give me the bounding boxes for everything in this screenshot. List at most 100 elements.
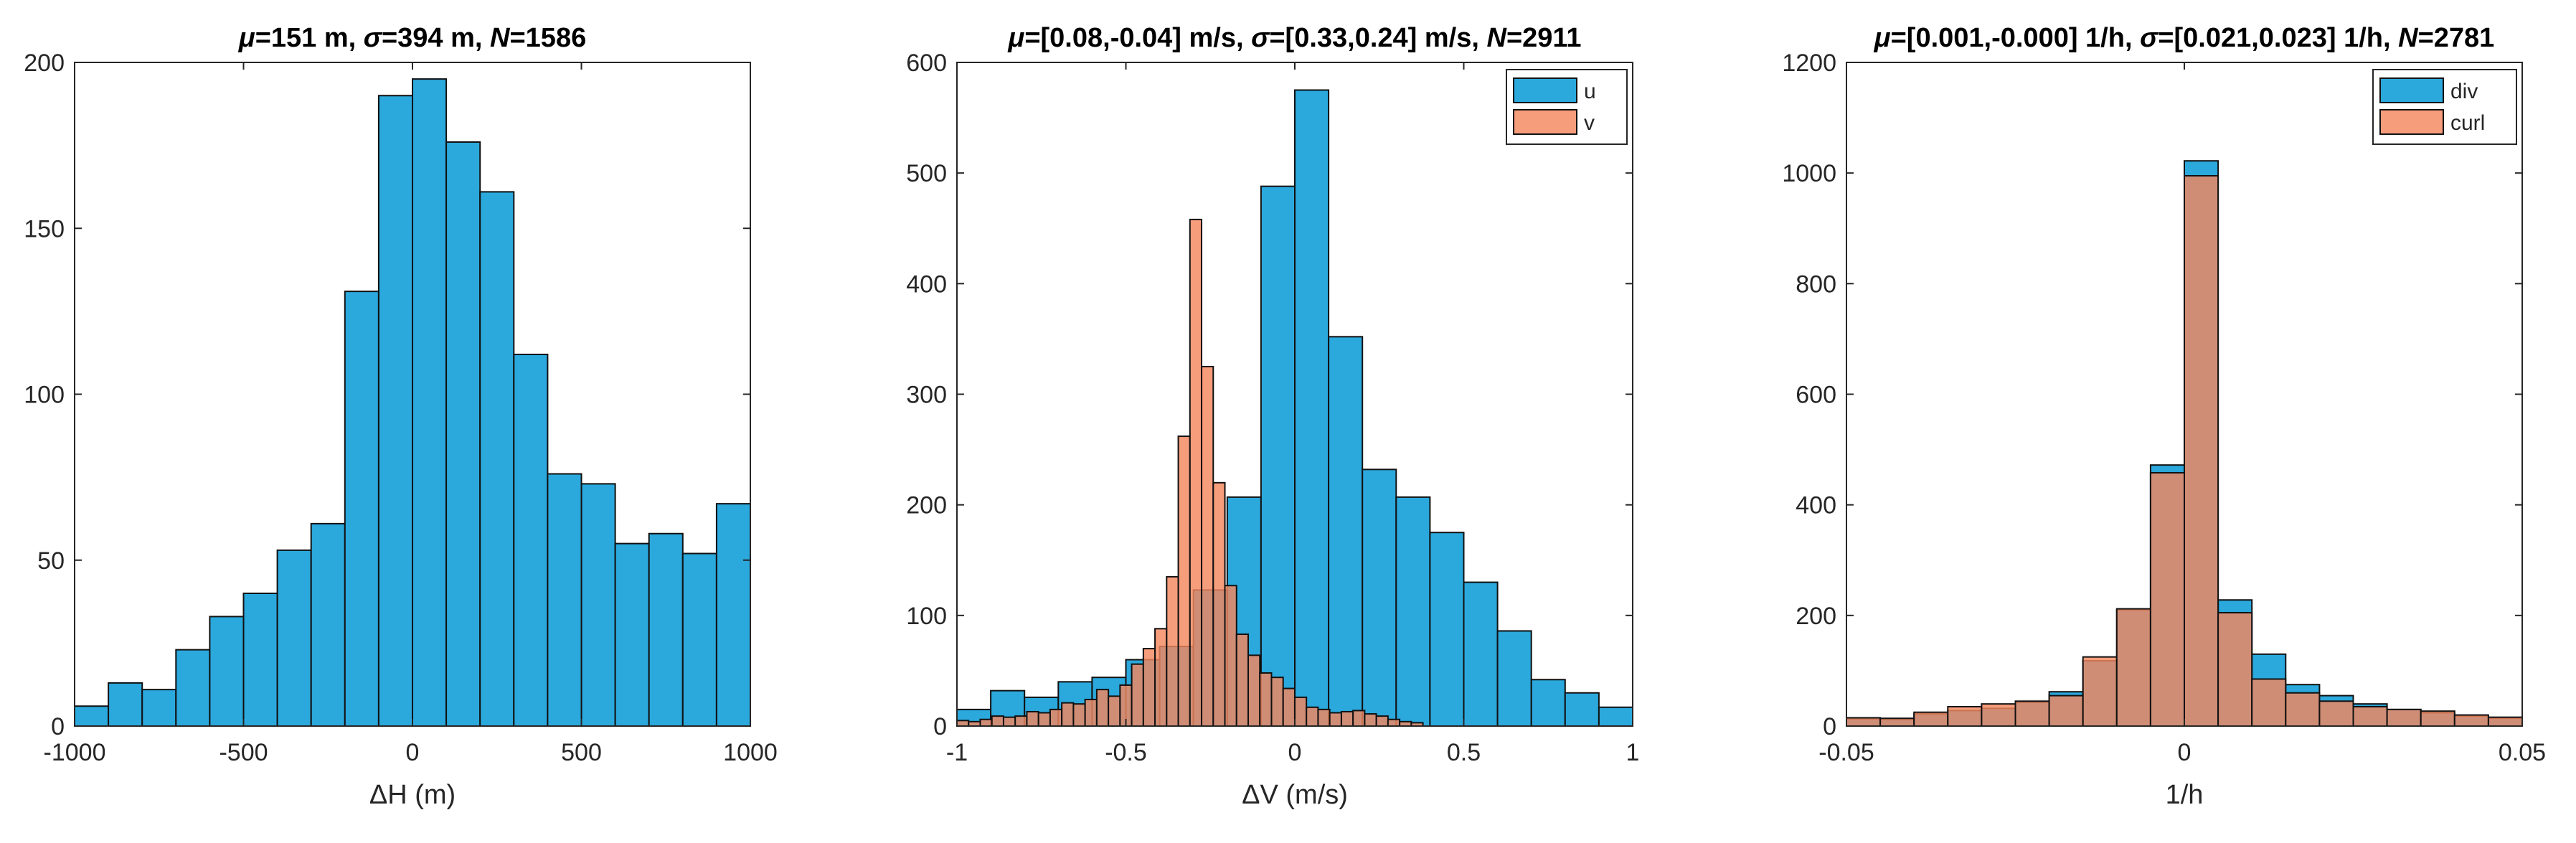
bar-ΔH bbox=[648, 532, 684, 727]
bar-v bbox=[1142, 648, 1156, 727]
bar-v bbox=[1282, 687, 1296, 727]
bar-v bbox=[1166, 575, 1179, 727]
bar-u bbox=[1362, 468, 1397, 727]
bar-curl bbox=[2487, 716, 2523, 727]
y-tick-label: 800 bbox=[1796, 270, 1836, 298]
bar-curl bbox=[2184, 175, 2219, 727]
bar-ΔH bbox=[209, 616, 245, 727]
legend-swatch-curl bbox=[2379, 109, 2444, 135]
y-tick-label: 400 bbox=[906, 270, 947, 298]
bar-ΔH bbox=[242, 593, 278, 727]
bar-u bbox=[1395, 496, 1431, 727]
bar-u bbox=[1328, 336, 1364, 727]
bar-v bbox=[1306, 706, 1319, 727]
bar-v bbox=[1108, 695, 1121, 727]
x-tick-label: 500 bbox=[561, 739, 602, 766]
bar-ΔH bbox=[547, 473, 582, 727]
y-tick-label: 500 bbox=[906, 160, 947, 187]
bar-v bbox=[1235, 634, 1250, 727]
bar-v bbox=[1201, 365, 1214, 727]
bar-ΔH bbox=[108, 682, 143, 727]
x-tick-label: -1 bbox=[946, 739, 968, 766]
y-tick-label: 400 bbox=[1796, 492, 1836, 519]
bar-u bbox=[1496, 630, 1532, 727]
bar-u bbox=[1260, 185, 1296, 727]
bar-v bbox=[1375, 715, 1389, 727]
bar-curl bbox=[2115, 608, 2151, 727]
legend-label-v: v bbox=[1584, 111, 1595, 135]
y-tick-label: 100 bbox=[906, 603, 947, 630]
x-tick-label: 0 bbox=[2178, 739, 2192, 766]
legend: div curl bbox=[2372, 69, 2517, 145]
bar-curl bbox=[2453, 714, 2489, 727]
bar-v bbox=[1224, 585, 1237, 727]
y-tick-label: 600 bbox=[1796, 382, 1836, 409]
y-tick-label: 600 bbox=[906, 50, 947, 77]
bar-curl bbox=[2285, 692, 2321, 727]
bar-curl bbox=[1879, 717, 1915, 727]
bar-v bbox=[1084, 699, 1098, 727]
y-tick-label: 150 bbox=[24, 215, 65, 242]
legend-swatch-v bbox=[1513, 109, 1577, 135]
bar-ΔH bbox=[681, 552, 717, 727]
bar-v bbox=[1095, 689, 1110, 727]
bar-v bbox=[1317, 708, 1331, 727]
bar-u bbox=[1564, 692, 1600, 727]
y-tick-label: 100 bbox=[24, 382, 65, 409]
legend: uv bbox=[1506, 69, 1628, 145]
bar-curl bbox=[2352, 706, 2388, 727]
bar-u bbox=[1463, 581, 1499, 727]
bar-ΔH bbox=[175, 649, 211, 727]
bar-ΔH bbox=[715, 503, 752, 727]
x-tick-label: -0.5 bbox=[1105, 739, 1147, 766]
bar-ΔH bbox=[445, 141, 481, 727]
bar-curl bbox=[2149, 471, 2185, 727]
x-tick-label: 0.5 bbox=[1447, 739, 1481, 766]
x-axis-label: ΔH (m) bbox=[369, 780, 456, 810]
bar-u bbox=[1598, 706, 1633, 727]
chart-left: -1000 -500 0 500 1000 0 50 100 150 200 ΔH (m) μ=151… bbox=[24, 23, 778, 810]
chart-title: μ=151 m, σ=394 m, N=1586 bbox=[238, 23, 586, 53]
bar-curl bbox=[2014, 700, 2050, 727]
bar-v bbox=[991, 715, 1004, 727]
chart-title: μ=[0.001,-0.000] 1/h, σ=[0.021,0.023] 1/… bbox=[1874, 23, 2495, 53]
bar-v bbox=[1293, 696, 1308, 727]
x-tick-label: 0 bbox=[406, 739, 420, 766]
bar-ΔH bbox=[513, 354, 549, 727]
x-tick-label: 0 bbox=[1288, 739, 1302, 766]
x-tick-label: 1 bbox=[1626, 739, 1640, 766]
bar-ΔH bbox=[377, 95, 414, 727]
y-tick-label: 200 bbox=[1796, 603, 1836, 630]
bar-ΔH bbox=[276, 549, 312, 727]
bar-v bbox=[1247, 654, 1261, 727]
y-tick-label: 200 bbox=[906, 492, 947, 519]
bar-v bbox=[1049, 708, 1063, 727]
bar-ΔH bbox=[614, 542, 650, 727]
x-tick-label: -0.05 bbox=[1818, 739, 1874, 766]
bar-curl bbox=[1913, 711, 1949, 727]
bar-v bbox=[1154, 628, 1168, 727]
bar-v bbox=[1037, 712, 1051, 727]
y-tick-label: 1200 bbox=[1782, 50, 1836, 77]
y-tick-label: 0 bbox=[933, 713, 947, 740]
x-tick-label: 1000 bbox=[723, 739, 778, 766]
chart-middle: -1 -0.5 0 0.5 1 0 100 200 300 400 500 600 ΔV (m/s) μ=… bbox=[906, 23, 1639, 810]
bar-v bbox=[1212, 481, 1226, 727]
bar-ΔH bbox=[344, 291, 379, 727]
bar-curl bbox=[1981, 703, 2016, 727]
bar-u bbox=[1530, 679, 1566, 727]
y-tick-label: 50 bbox=[37, 547, 65, 575]
bar-v bbox=[1189, 218, 1203, 727]
chart-right: -0.05 0 0.050200400600800100012001/hμ=[0.0… bbox=[1782, 23, 2546, 810]
bar-v bbox=[956, 720, 970, 727]
bar-curl bbox=[2386, 708, 2422, 727]
bar-curl bbox=[2217, 611, 2253, 727]
legend-swatch-u bbox=[1513, 77, 1577, 103]
bar-v bbox=[1329, 712, 1342, 727]
bar-v bbox=[1259, 672, 1273, 727]
y-tick-label: 200 bbox=[24, 50, 65, 77]
y-tick-label: 1000 bbox=[1782, 160, 1836, 187]
bar-v bbox=[1364, 713, 1377, 727]
